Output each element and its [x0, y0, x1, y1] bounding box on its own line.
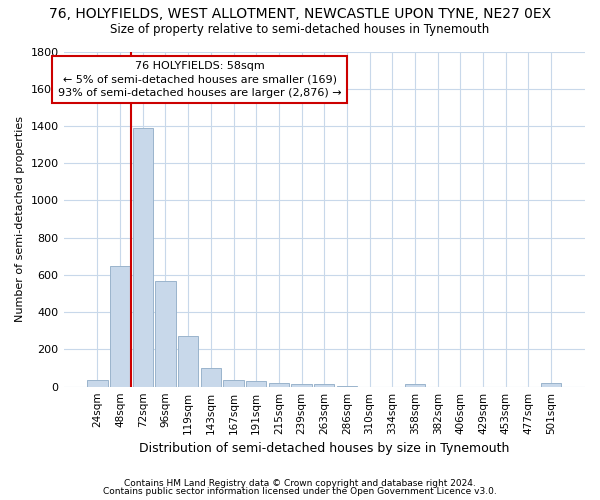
Bar: [405, 384, 425, 386]
Y-axis label: Number of semi-detached properties: Number of semi-detached properties: [15, 116, 25, 322]
Text: 76, HOLYFIELDS, WEST ALLOTMENT, NEWCASTLE UPON TYNE, NE27 0EX: 76, HOLYFIELDS, WEST ALLOTMENT, NEWCASTL…: [49, 8, 551, 22]
Text: Contains public sector information licensed under the Open Government Licence v3: Contains public sector information licen…: [103, 487, 497, 496]
Bar: [246, 381, 266, 386]
Text: Contains HM Land Registry data © Crown copyright and database right 2024.: Contains HM Land Registry data © Crown c…: [124, 478, 476, 488]
Bar: [269, 383, 289, 386]
Bar: [314, 384, 334, 386]
Text: Size of property relative to semi-detached houses in Tynemouth: Size of property relative to semi-detach…: [110, 22, 490, 36]
Bar: [87, 380, 107, 386]
Bar: [541, 383, 561, 386]
Bar: [110, 266, 130, 386]
Bar: [155, 280, 176, 386]
X-axis label: Distribution of semi-detached houses by size in Tynemouth: Distribution of semi-detached houses by …: [139, 442, 509, 455]
Bar: [178, 336, 199, 386]
Bar: [292, 384, 312, 386]
Bar: [223, 380, 244, 386]
Text: 76 HOLYFIELDS: 58sqm
← 5% of semi-detached houses are smaller (169)
93% of semi-: 76 HOLYFIELDS: 58sqm ← 5% of semi-detach…: [58, 61, 341, 98]
Bar: [133, 128, 153, 386]
Bar: [200, 368, 221, 386]
